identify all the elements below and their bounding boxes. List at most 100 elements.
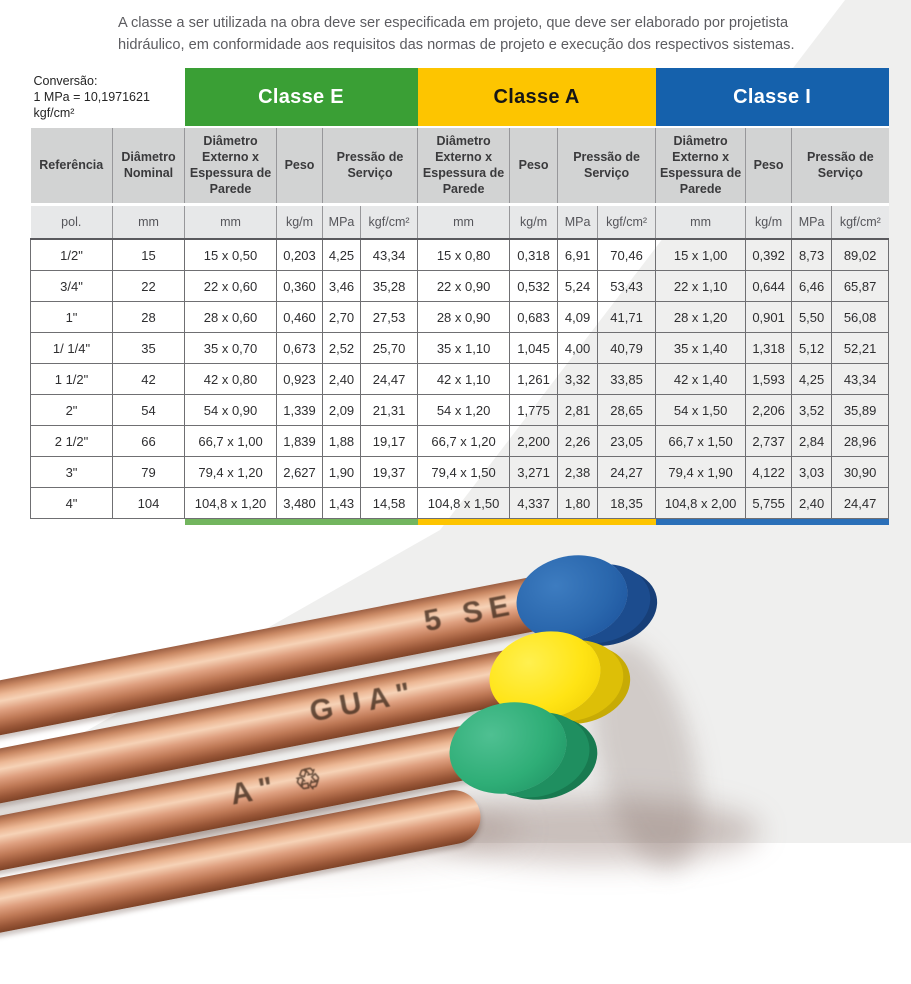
table-cell: 79,4 x 1,90 — [655, 456, 747, 488]
table-cell: 0,901 — [745, 301, 793, 333]
col-header-pressao-i: Pressão de Serviço — [791, 126, 889, 206]
table-cell: 15 x 1,00 — [655, 238, 747, 271]
conversion-line-3: kgf/cm² — [33, 106, 75, 121]
table-cell: 30,90 — [831, 456, 890, 488]
table-cell: 79,4 x 1,50 — [417, 456, 511, 488]
table-cell: 2,81 — [557, 394, 599, 426]
table-cell: 2,200 — [509, 425, 559, 457]
table-cell: 2,627 — [276, 456, 324, 488]
class-header-e: Classe E — [184, 68, 418, 127]
table-cell: 6,91 — [557, 238, 599, 271]
table-cell: 2,737 — [745, 425, 793, 457]
table-cell: 23,05 — [597, 425, 657, 457]
table-cell: 1,339 — [276, 394, 324, 426]
col-header-diametro-externo-i: Diâmetro Externo x Espessura de Parede — [655, 126, 747, 206]
subheader-row: Referência Diâmetro Nominal Diâmetro Ext… — [30, 126, 889, 206]
table-cell: 1,318 — [745, 332, 793, 364]
col-header-diametro-nominal: Diâmetro Nominal — [111, 126, 186, 206]
table-cell: 1,80 — [557, 487, 599, 519]
col-header-referencia: Referência — [30, 126, 113, 206]
conversion-note: Conversão: 1 MPa = 10,1971621 kgf/cm² — [31, 68, 185, 127]
table-cell: 5,50 — [791, 301, 833, 333]
table-cell: 0,203 — [276, 238, 324, 271]
table-row: 1" 28 28 x 0,60 0,460 2,70 27,53 28 x 0,90 0,68… — [30, 301, 890, 333]
table-cell: 3,32 — [557, 363, 599, 395]
table-cell: 1,43 — [322, 487, 362, 519]
table-cell: 28 x 0,60 — [184, 301, 278, 333]
table-cell: 19,17 — [360, 425, 419, 457]
unit-pol: pol. — [30, 204, 113, 240]
table-cell: 66,7 x 1,00 — [184, 425, 278, 457]
table-cell: 52,21 — [831, 332, 890, 364]
table-cell: 35 — [111, 332, 186, 364]
table-cell: 2,84 — [791, 425, 833, 457]
table-cell: 22 x 0,60 — [184, 270, 278, 302]
table-cell: 5,24 — [557, 270, 599, 302]
unit-kgm-a: kg/m — [509, 204, 559, 240]
table-cell: 79 — [111, 456, 186, 488]
class-header-i: Classe I — [655, 68, 889, 127]
table-cell: 43,34 — [360, 238, 419, 271]
col-header-peso-i: Peso — [745, 126, 793, 206]
table-cell: 66,7 x 1,50 — [655, 425, 747, 457]
table-row: 3" 79 79,4 x 1,20 2,627 1,90 19,37 79,4 x 1,50… — [30, 456, 890, 488]
table-cell: 3,46 — [322, 270, 362, 302]
table-cell: 28 x 1,20 — [655, 301, 747, 333]
table-cell: 3,03 — [791, 456, 833, 488]
table-row: 2" 54 54 x 0,90 1,339 2,09 21,31 54 x 1,20 1,77… — [30, 394, 890, 426]
class-header-a: Classe A — [417, 68, 656, 127]
unit-kgfcm2-a: kgf/cm² — [597, 204, 657, 240]
unit-mpa-e: MPa — [322, 204, 362, 240]
class-header-row: Conversão: 1 MPa = 10,1971621 kgf/cm² Cl… — [31, 68, 889, 127]
table-cell: 35,28 — [360, 270, 419, 302]
table-cell: 89,02 — [831, 238, 890, 271]
accent-none — [31, 519, 185, 526]
table-cell: 35 x 1,40 — [655, 332, 747, 364]
table-row: 4" 104 104,8 x 1,20 3,480 1,43 14,58 104,8 x 1… — [30, 487, 890, 519]
table-cell: 4,25 — [322, 238, 362, 271]
table-cell: 54 x 1,20 — [417, 394, 511, 426]
pipe-specs-table: Conversão: 1 MPa = 10,1971621 kgf/cm² Cl… — [30, 68, 890, 526]
table-cell: 19,37 — [360, 456, 419, 488]
table-cell: 1 1/2" — [30, 363, 113, 395]
table-cell: 1/2" — [30, 238, 113, 271]
table-cell: 104,8 x 1,20 — [184, 487, 278, 519]
table-cell: 2,09 — [322, 394, 362, 426]
table-row: 1/ 1/4" 35 35 x 0,70 0,673 2,52 25,70 35 x 1,1… — [30, 332, 890, 364]
table-cell: 1,88 — [322, 425, 362, 457]
table-body: 1/2" 15 15 x 0,50 0,203 4,25 43,34 15 x 0,80 0,… — [30, 238, 890, 519]
table-cell: 2,40 — [322, 363, 362, 395]
table-cell: 1" — [30, 301, 113, 333]
table-cell: 0,360 — [276, 270, 324, 302]
table-cell: 54 x 0,90 — [184, 394, 278, 426]
table-cell: 35,89 — [831, 394, 890, 426]
table-cell: 4,122 — [745, 456, 793, 488]
table-cell: 28,96 — [831, 425, 890, 457]
table-cell: 8,73 — [791, 238, 833, 271]
table-cell: 1,90 — [322, 456, 362, 488]
table-cell: 3,271 — [509, 456, 559, 488]
table-cell: 24,47 — [831, 487, 890, 519]
table-cell: 22 x 1,10 — [655, 270, 747, 302]
table-cell: 4,09 — [557, 301, 599, 333]
table-cell: 22 — [111, 270, 186, 302]
col-header-diametro-externo-e: Diâmetro Externo x Espessura de Parede — [184, 126, 278, 206]
table-cell: 104,8 x 1,50 — [417, 487, 511, 519]
table-cell: 4,25 — [791, 363, 833, 395]
table-cell: 2 1/2" — [30, 425, 113, 457]
unit-mpa-a: MPa — [557, 204, 599, 240]
table-cell: 3/4" — [30, 270, 113, 302]
unit-kgm-i: kg/m — [745, 204, 793, 240]
table-cell: 2,52 — [322, 332, 362, 364]
table-cell: 42 — [111, 363, 186, 395]
table-cell: 22 x 0,90 — [417, 270, 511, 302]
table-cell: 66 — [111, 425, 186, 457]
table-cell: 56,08 — [831, 301, 890, 333]
table-cell: 1,775 — [509, 394, 559, 426]
table-cell: 42 x 0,80 — [184, 363, 278, 395]
col-header-peso-e: Peso — [276, 126, 324, 206]
table-cell: 3,480 — [276, 487, 324, 519]
table-cell: 104,8 x 2,00 — [655, 487, 747, 519]
units-row: pol. mm mm kg/m MPa kgf/cm² mm kg/m MPa … — [30, 204, 889, 240]
table-cell: 1,839 — [276, 425, 324, 457]
